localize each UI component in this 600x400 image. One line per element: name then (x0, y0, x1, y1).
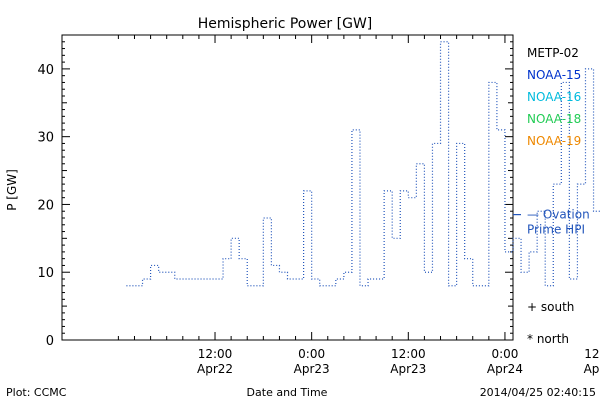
x-tick-label-time: 12:00 (584, 347, 600, 361)
x-axis-label: Date and Time (247, 386, 328, 399)
data-series (126, 41, 600, 287)
legend-entry-noaa-18: NOAA-18 (527, 112, 581, 126)
x-tick-label-date: Apr23 (390, 362, 426, 376)
footer-left: Plot: CCMC (6, 386, 67, 399)
y-tick-label: 20 (37, 198, 54, 213)
y-tick-label: 40 (37, 63, 54, 78)
legend-entry-noaa-19: NOAA-19 (527, 134, 581, 148)
x-tick-label-time: 12:00 (391, 347, 426, 361)
legend-entry-metp-02: METP-02 (527, 46, 579, 60)
y-axis-label: P [GW] (5, 169, 19, 211)
legend-entry-noaa-15: NOAA-15 (527, 68, 581, 82)
y-axis: 0 10 20 30 40 (37, 34, 513, 349)
chart-title: Hemispheric Power [GW] (198, 16, 373, 32)
x-tick-label-date: Apr24 (584, 362, 600, 376)
y-tick-label: 0 (46, 334, 54, 349)
series-line (126, 41, 600, 287)
x-tick-label-date: Apr22 (197, 362, 233, 376)
legend-ovation-line2: Prime HPI (527, 223, 585, 237)
x-tick-label-date: Apr23 (294, 362, 330, 376)
x-tick-label-time: 12:00 (198, 347, 233, 361)
legend: METP-02 NOAA-15 NOAA-16 NOAA-18 NOAA-19 — Ova… (513, 46, 590, 346)
x-tick-label-time: 0:00 (298, 347, 325, 361)
legend-north: * north (527, 332, 569, 346)
legend-entry-noaa-16: NOAA-16 (527, 90, 581, 104)
plot-area (61, 34, 514, 341)
legend-ovation-line1: — Ovation (527, 208, 590, 222)
x-axis: 12:00Apr220:00Apr2312:00Apr230:00Apr2412… (117, 35, 600, 376)
y-tick-label: 30 (37, 131, 54, 146)
x-tick-label-time: 0:00 (491, 347, 518, 361)
legend-south: + south (527, 300, 574, 314)
y-tick-label: 10 (37, 266, 54, 281)
footer-timestamp: 2014/04/25 02:40:15 (480, 386, 596, 399)
x-tick-label-date: Apr24 (487, 362, 523, 376)
